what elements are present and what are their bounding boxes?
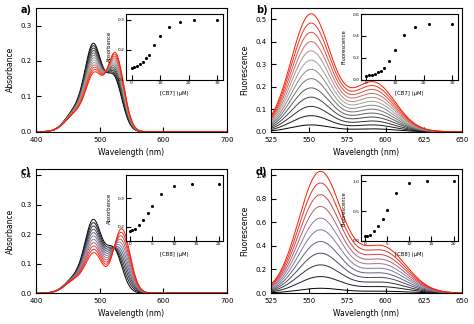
Text: c): c) bbox=[21, 167, 31, 177]
Y-axis label: Fluorescence: Fluorescence bbox=[240, 206, 249, 256]
Text: a): a) bbox=[21, 5, 32, 15]
Text: d): d) bbox=[256, 167, 267, 177]
X-axis label: Wavelength (nm): Wavelength (nm) bbox=[333, 148, 400, 157]
Y-axis label: Absorbance: Absorbance bbox=[6, 208, 15, 254]
Y-axis label: Absorbance: Absorbance bbox=[6, 47, 15, 92]
X-axis label: Wavelength (nm): Wavelength (nm) bbox=[99, 309, 164, 318]
X-axis label: Wavelength (nm): Wavelength (nm) bbox=[99, 148, 164, 157]
Text: b): b) bbox=[256, 5, 267, 15]
Y-axis label: Fluorescence: Fluorescence bbox=[240, 45, 249, 95]
X-axis label: Wavelength (nm): Wavelength (nm) bbox=[333, 309, 400, 318]
